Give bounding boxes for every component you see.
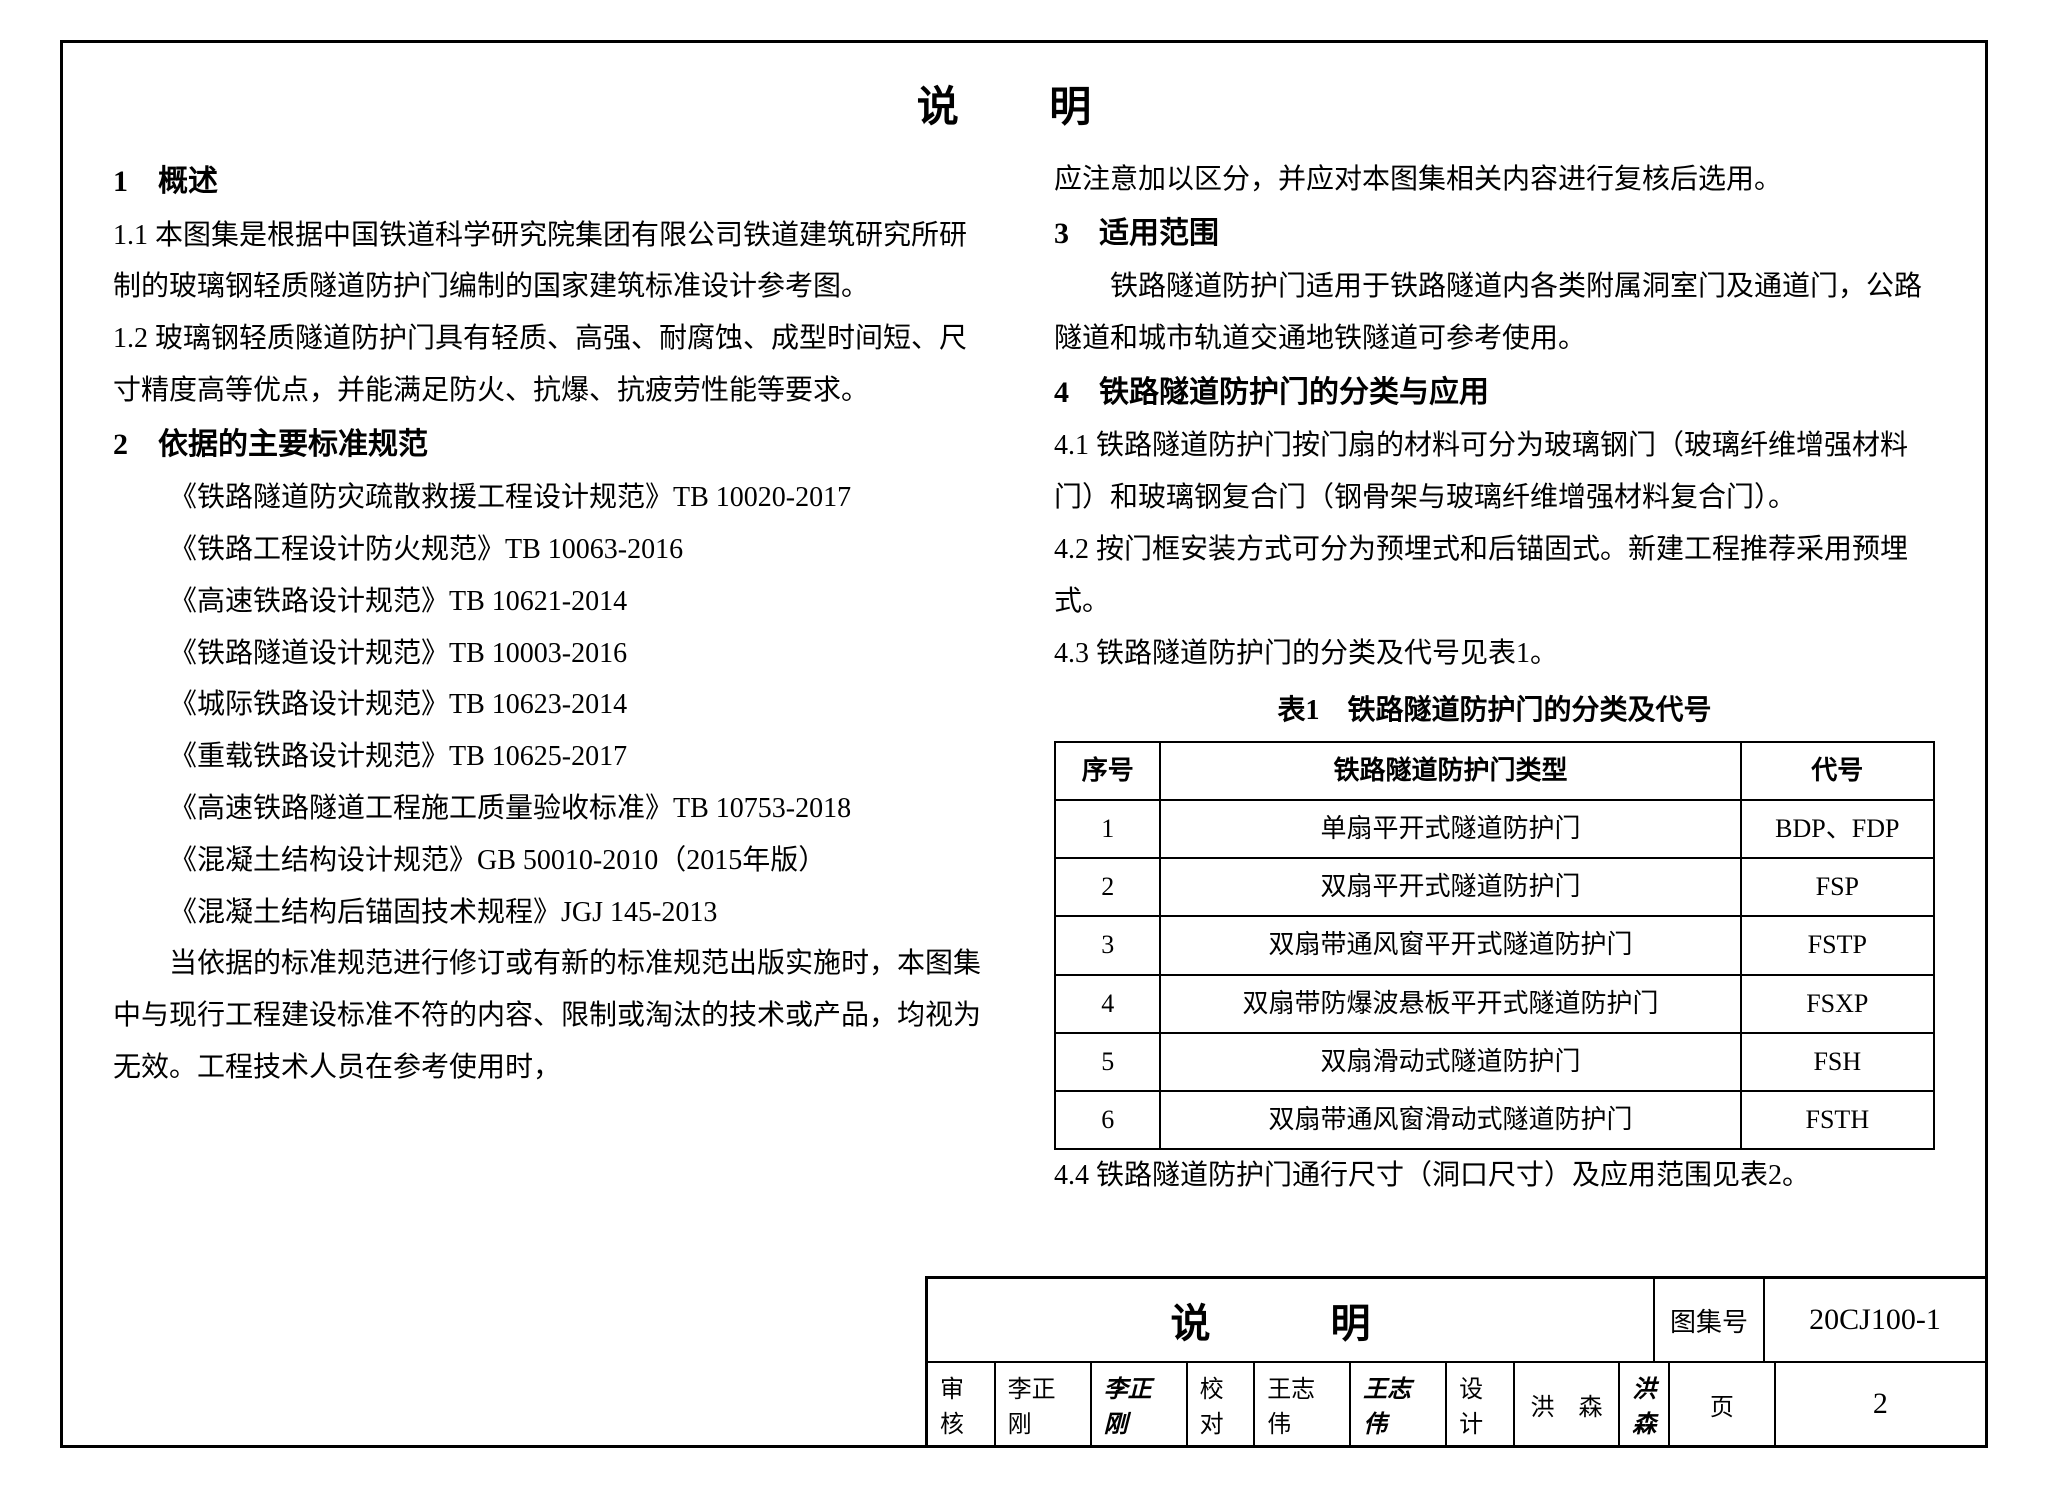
table-cell: 双扇带防爆波悬板平开式隧道防护门 xyxy=(1160,975,1740,1033)
table-cell: FSP xyxy=(1741,858,1934,916)
right-column: 应注意加以区分，并应对本图集相关内容进行复核后选用。 3 适用范围 铁路隧道防护… xyxy=(1054,154,1935,1202)
design-name: 洪 森 xyxy=(1515,1361,1620,1445)
table-header-cell: 代号 xyxy=(1741,742,1934,800)
para-1-1: 1.1 本图集是根据中国铁道科学研究院集团有限公司铁道建筑研究所研制的玻璃钢轻质… xyxy=(113,210,994,314)
table-cell: 2 xyxy=(1055,858,1160,916)
page-frame: 说 明 1 概述 1.1 本图集是根据中国铁道科学研究院集团有限公司铁道建筑研究… xyxy=(60,40,1988,1448)
table-1-caption: 表1 铁路隧道防护门的分类及代号 xyxy=(1054,685,1935,737)
table-cell: 双扇平开式隧道防护门 xyxy=(1160,858,1740,916)
page-number: 2 xyxy=(1776,1361,1985,1445)
atlas-label: 图集号 xyxy=(1655,1279,1765,1361)
table-cell: 单扇平开式隧道防护门 xyxy=(1160,800,1740,858)
table-cell: BDP、FDP xyxy=(1741,800,1934,858)
table-cell: 4 xyxy=(1055,975,1160,1033)
table-cell: 双扇带通风窗平开式隧道防护门 xyxy=(1160,916,1740,974)
table-row: 3双扇带通风窗平开式隧道防护门FSTP xyxy=(1055,916,1934,974)
para-4-4: 4.4 铁路隧道防护门通行尺寸（洞口尺寸）及应用范围见表2。 xyxy=(1054,1150,1935,1202)
table-1: 序号 铁路隧道防护门类型 代号 1单扇平开式隧道防护门BDP、FDP2双扇平开式… xyxy=(1054,741,1935,1150)
table-cell: FSTH xyxy=(1741,1091,1934,1149)
section-2-heading: 2 依据的主要标准规范 xyxy=(113,417,994,473)
check-signature: 王志伟 xyxy=(1351,1361,1447,1445)
section-4-heading: 4 铁路隧道防护门的分类与应用 xyxy=(1054,365,1935,421)
table-row: 1单扇平开式隧道防护门BDP、FDP xyxy=(1055,800,1934,858)
design-label: 设计 xyxy=(1447,1361,1515,1445)
standard-item: 《重载铁路设计规范》TB 10625-2017 xyxy=(169,731,994,783)
para-4-3: 4.3 铁路隧道防护门的分类及代号见表1。 xyxy=(1054,628,1935,680)
standard-item: 《铁路隧道设计规范》TB 10003-2016 xyxy=(169,628,994,680)
design-signature: 洪森 xyxy=(1620,1361,1670,1445)
check-label: 校对 xyxy=(1188,1361,1256,1445)
standard-item: 《高速铁路隧道工程施工质量验收标准》TB 10753-2018 xyxy=(169,783,994,835)
check-name: 王志伟 xyxy=(1255,1361,1351,1445)
review-name: 李正刚 xyxy=(996,1361,1092,1445)
para-4-2: 4.2 按门框安装方式可分为预埋式和后锚固式。新建工程推荐采用预埋式。 xyxy=(1054,524,1935,628)
para-4-1: 4.1 铁路隧道防护门按门扇的材料可分为玻璃钢门（玻璃纤维增强材料门）和玻璃钢复… xyxy=(1054,420,1935,524)
table-header-row: 序号 铁路隧道防护门类型 代号 xyxy=(1055,742,1934,800)
standard-item: 《铁路隧道防灾疏散救援工程设计规范》TB 10020-2017 xyxy=(169,472,994,524)
content-columns: 1 概述 1.1 本图集是根据中国铁道科学研究院集团有限公司铁道建筑研究所研制的… xyxy=(113,154,1935,1202)
table-cell: FSXP xyxy=(1741,975,1934,1033)
table-cell: 双扇滑动式隧道防护门 xyxy=(1160,1033,1740,1091)
table-row: 2双扇平开式隧道防护门FSP xyxy=(1055,858,1934,916)
left-column: 1 概述 1.1 本图集是根据中国铁道科学研究院集团有限公司铁道建筑研究所研制的… xyxy=(113,154,994,1202)
para-1-2: 1.2 玻璃钢轻质隧道防护门具有轻质、高强、耐腐蚀、成型时间短、尺寸精度高等优点… xyxy=(113,313,994,417)
atlas-number: 20CJ100-1 xyxy=(1765,1279,1985,1361)
table-cell: 3 xyxy=(1055,916,1160,974)
para-3-body: 铁路隧道防护门适用于铁路隧道内各类附属洞室门及通道门，公路隧道和城市轨道交通地铁… xyxy=(1054,261,1935,365)
standard-item: 《城际铁路设计规范》TB 10623-2014 xyxy=(169,679,994,731)
table-row: 4双扇带防爆波悬板平开式隧道防护门FSXP xyxy=(1055,975,1934,1033)
review-label: 审核 xyxy=(928,1361,996,1445)
standard-item: 《高速铁路设计规范》TB 10621-2014 xyxy=(169,576,994,628)
standards-list: 《铁路隧道防灾疏散救援工程设计规范》TB 10020-2017 《铁路工程设计防… xyxy=(113,472,994,938)
table-header-cell: 铁路隧道防护门类型 xyxy=(1160,742,1740,800)
section-3-heading: 3 适用范围 xyxy=(1054,206,1935,262)
table-cell: 6 xyxy=(1055,1091,1160,1149)
table-cell: FSH xyxy=(1741,1033,1934,1091)
page-label: 页 xyxy=(1670,1361,1775,1445)
standard-item: 《混凝土结构设计规范》GB 50010-2010（2015年版） xyxy=(169,835,994,887)
table-cell: 5 xyxy=(1055,1033,1160,1091)
standard-item: 《混凝土结构后锚固技术规程》JGJ 145-2013 xyxy=(169,887,994,939)
page-title: 说 明 xyxy=(113,73,1935,134)
table-cell: 1 xyxy=(1055,800,1160,858)
title-block-main: 说 明 xyxy=(928,1279,1655,1361)
section-1-heading: 1 概述 xyxy=(113,154,994,210)
section-2-note: 当依据的标准规范进行修订或有新的标准规范出版实施时，本图集中与现行工程建设标准不… xyxy=(113,938,994,1093)
review-signature: 李正刚 xyxy=(1092,1361,1188,1445)
title-block: 说 明 图集号 20CJ100-1 审核 李正刚 李正刚 校对 王志伟 王志伟 … xyxy=(925,1276,1985,1445)
standard-item: 《铁路工程设计防火规范》TB 10063-2016 xyxy=(169,524,994,576)
table-cell: FSTP xyxy=(1741,916,1934,974)
table-1-body: 1单扇平开式隧道防护门BDP、FDP2双扇平开式隧道防护门FSP3双扇带通风窗平… xyxy=(1055,800,1934,1149)
table-row: 5双扇滑动式隧道防护门FSH xyxy=(1055,1033,1934,1091)
para-continuation: 应注意加以区分，并应对本图集相关内容进行复核后选用。 xyxy=(1054,154,1935,206)
table-cell: 双扇带通风窗滑动式隧道防护门 xyxy=(1160,1091,1740,1149)
table-header-cell: 序号 xyxy=(1055,742,1160,800)
table-row: 6双扇带通风窗滑动式隧道防护门FSTH xyxy=(1055,1091,1934,1149)
